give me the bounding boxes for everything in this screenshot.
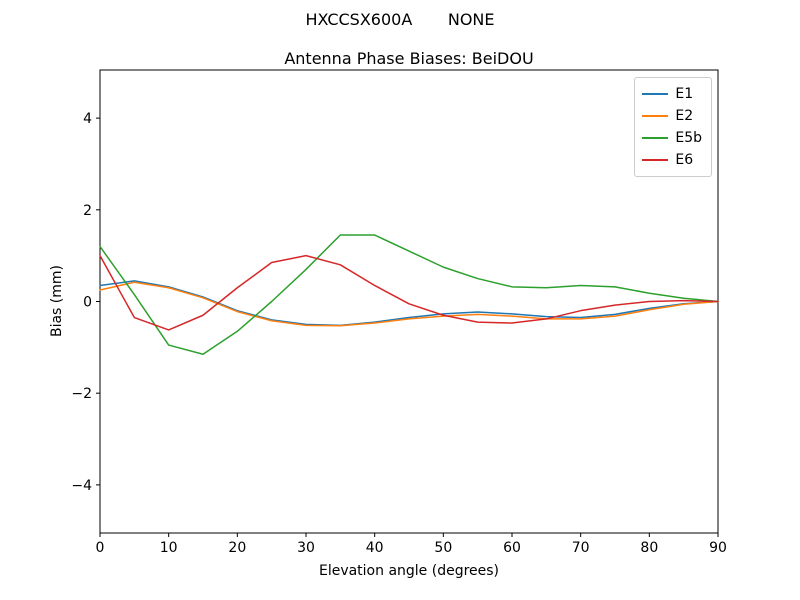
legend-item: E2 [642,105,702,127]
legend-label: E5b [675,130,702,146]
x-tick-label: 20 [228,540,246,556]
y-tick-label: −4 [71,478,92,494]
legend-label: E6 [675,152,694,168]
x-tick-label: 50 [434,540,452,556]
series-line-E5b [99,234,719,355]
x-tick-label: 90 [709,540,727,556]
legend-label: E2 [675,108,694,124]
x-tick-label: 0 [96,540,105,556]
legend-item: E6 [642,149,702,171]
legend-line-sample [642,137,669,139]
x-tick-label: 70 [572,540,590,556]
series-line-E2 [99,281,719,327]
legend-item: E5b [642,127,702,149]
x-tick-label: 40 [366,540,384,556]
y-tick-label: 4 [83,111,92,127]
y-tick-label: 2 [83,203,92,219]
x-axis-label: Elevation angle (degrees) [318,563,500,579]
x-tick-label: 60 [503,540,521,556]
x-tick-label: 10 [160,540,178,556]
legend-item: E1 [642,83,702,105]
legend-line-sample [642,159,669,161]
y-tick-label: 0 [83,295,92,311]
chart-title: Antenna Phase Biases: BeiDOU [284,49,534,68]
plot-frame [99,69,719,534]
legend-label: E1 [675,86,694,102]
series-line-E6 [99,254,719,331]
y-tick-label: −2 [71,386,92,402]
legend: E1 E2 E5b E6 [634,77,712,177]
x-tick-label: 30 [297,540,315,556]
legend-line-sample [642,115,669,117]
legend-line-sample [642,93,669,95]
figure-suptitle: HXCCSX600A NONE [305,10,495,29]
series-line-E1 [99,280,719,327]
y-axis-label: Bias (mm) [49,264,65,338]
x-tick-label: 80 [640,540,658,556]
